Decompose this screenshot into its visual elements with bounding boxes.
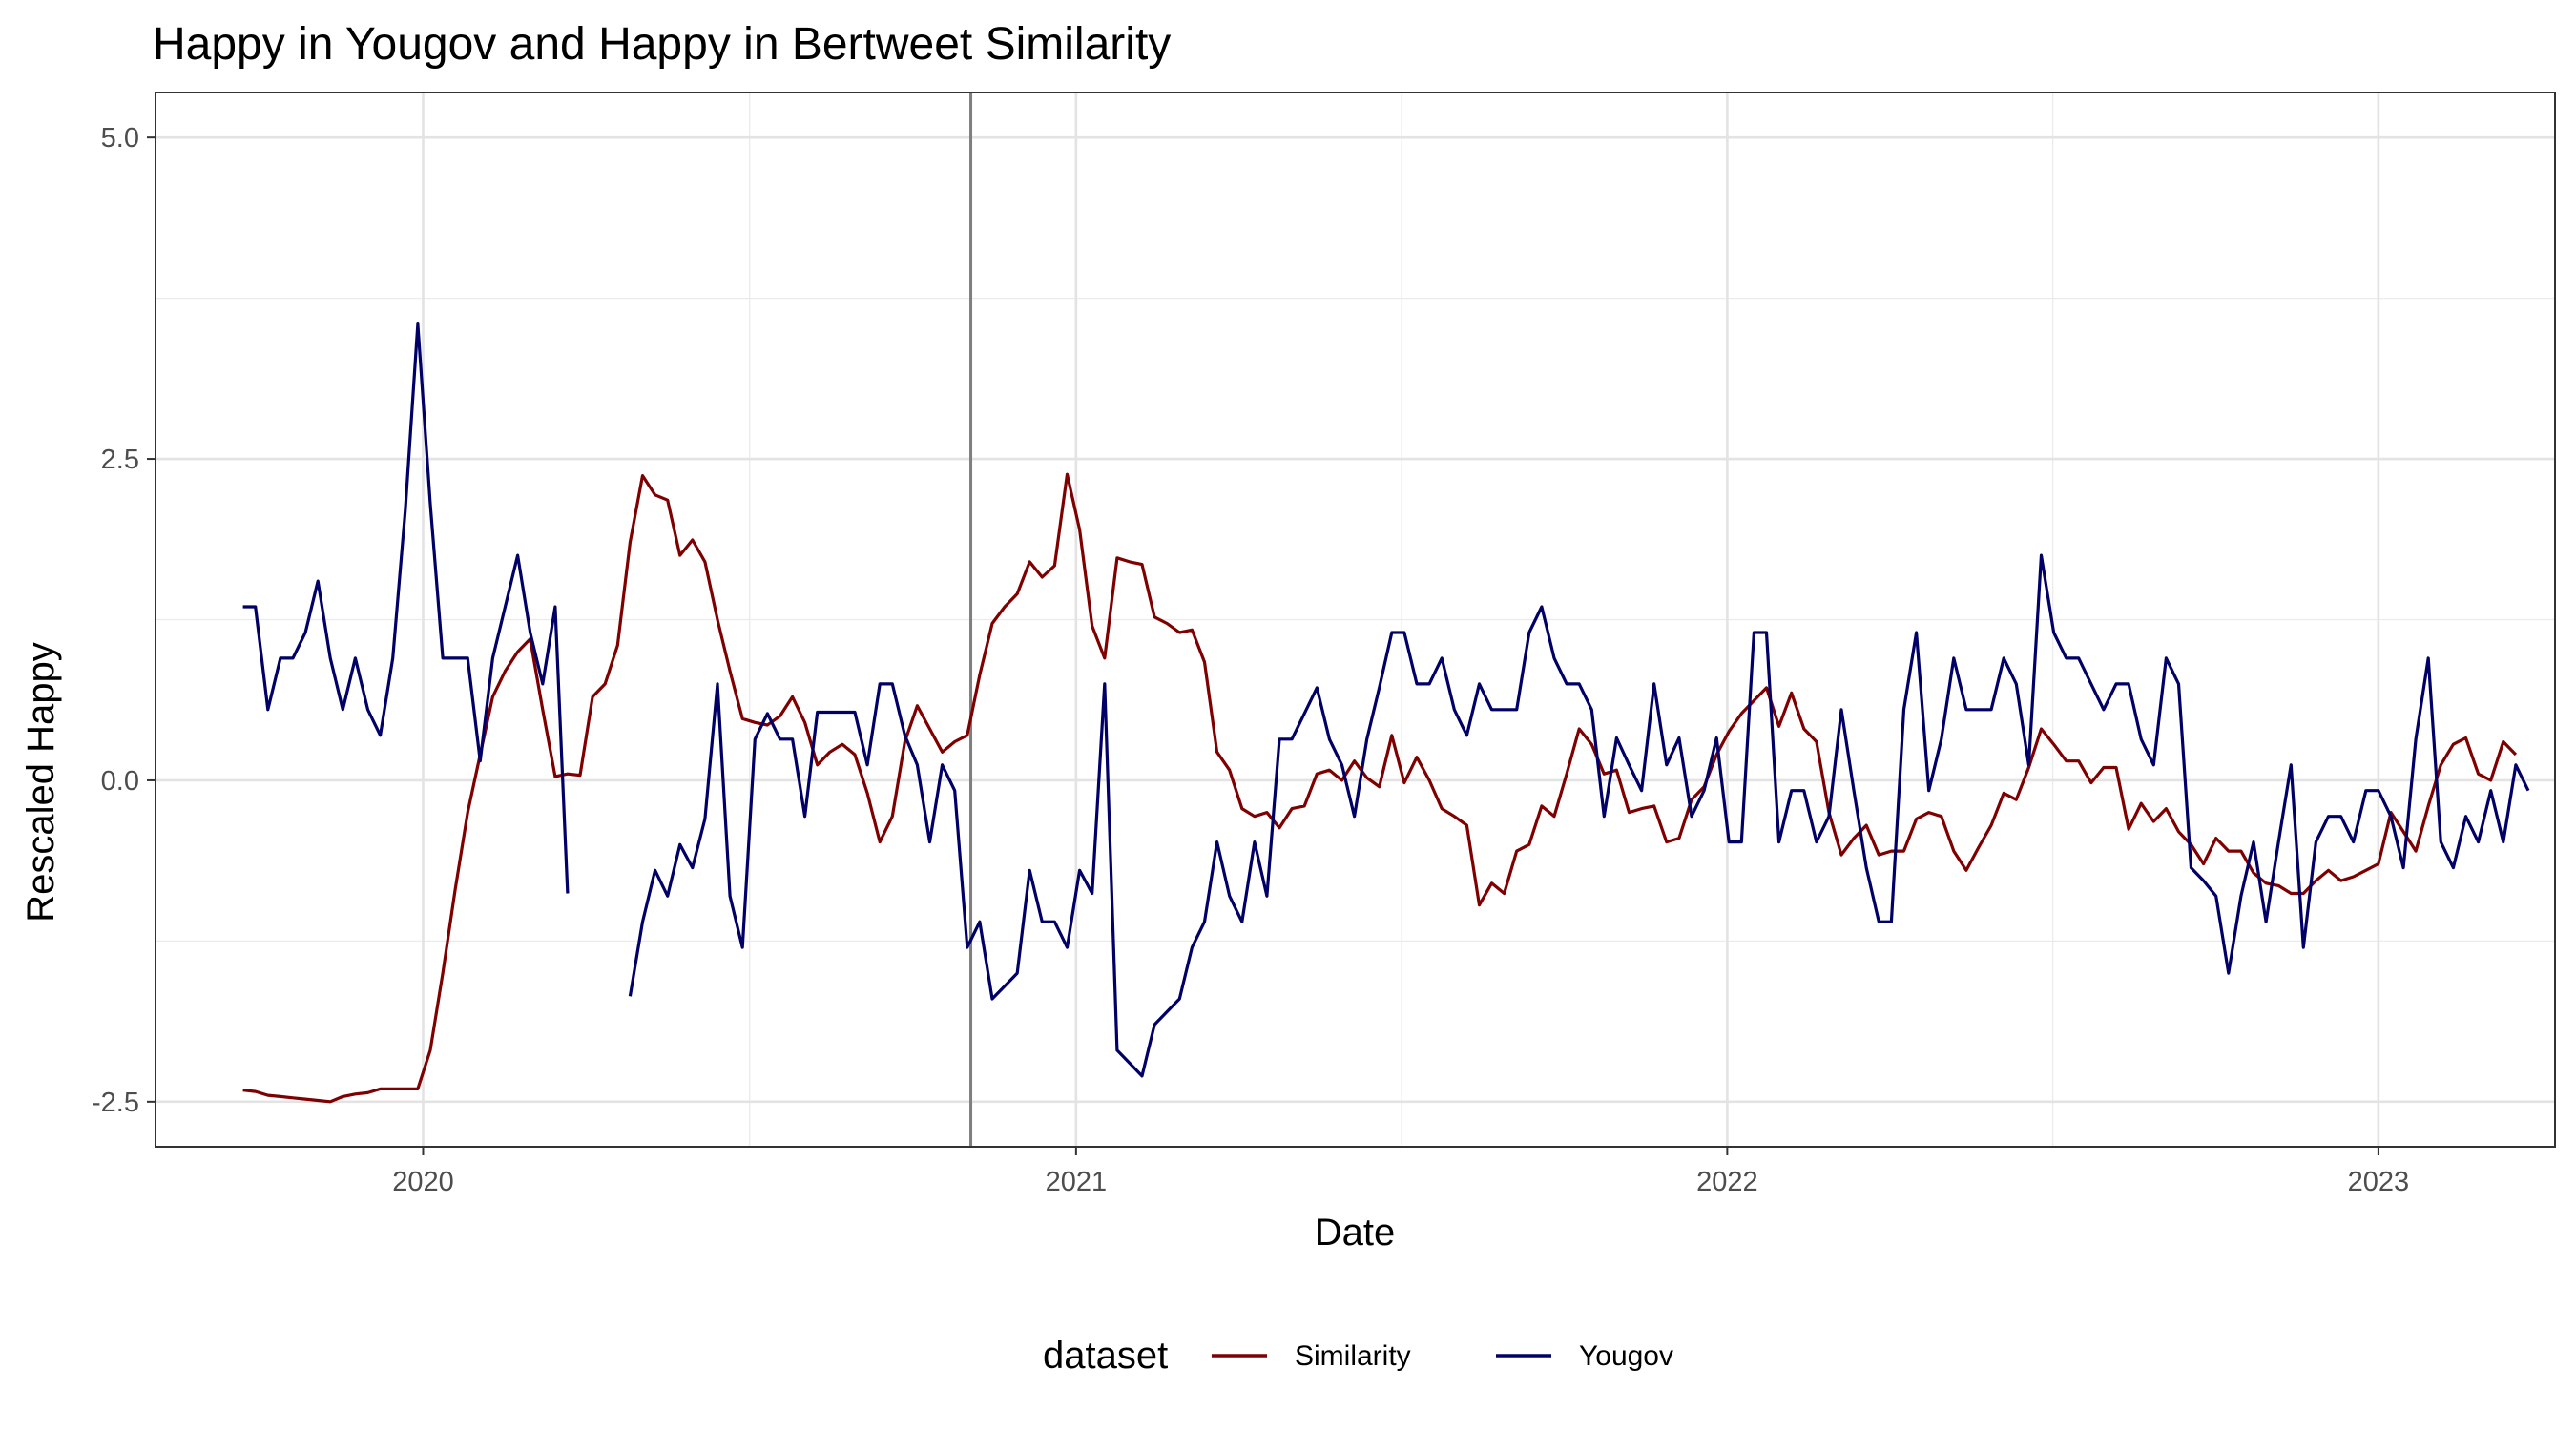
y-tick-label: 2.5 [101, 445, 139, 475]
legend-label-yougov: Yougov [1579, 1340, 1673, 1372]
grid [156, 93, 2555, 1147]
y-tick-label: -2.5 [92, 1088, 139, 1118]
y-tick-label: 5.0 [101, 123, 139, 154]
legend-title: dataset [1043, 1335, 1168, 1377]
chart-title: Happy in Yougov and Happy in Bertweet Si… [153, 19, 1171, 70]
x-tick-label: 2023 [2348, 1167, 2410, 1197]
series-line-yougov-1 [628, 553, 2530, 1078]
x-tick-label: 2020 [392, 1167, 454, 1197]
x-axis-title: Date [1315, 1212, 1396, 1254]
series-line-similarity-0 [242, 472, 2518, 1104]
legend: dataset Similarity Yougov [1043, 1335, 1673, 1377]
x-tick-label: 2021 [1046, 1167, 1108, 1197]
legend-label-similarity: Similarity [1295, 1340, 1411, 1372]
y-axis-title: Rescaled Happy [20, 642, 62, 923]
y-tick-label: 0.0 [101, 766, 139, 797]
y-axis: 5.0 2.5 0.0 -2.5 [92, 123, 156, 1118]
plot-border [155, 92, 2556, 1148]
x-axis: 2020 2021 2022 2023 [392, 1147, 2409, 1197]
series-layer [242, 322, 2530, 1104]
x-tick-label: 2022 [1696, 1167, 1758, 1197]
series-line-yougov-0 [242, 322, 570, 894]
